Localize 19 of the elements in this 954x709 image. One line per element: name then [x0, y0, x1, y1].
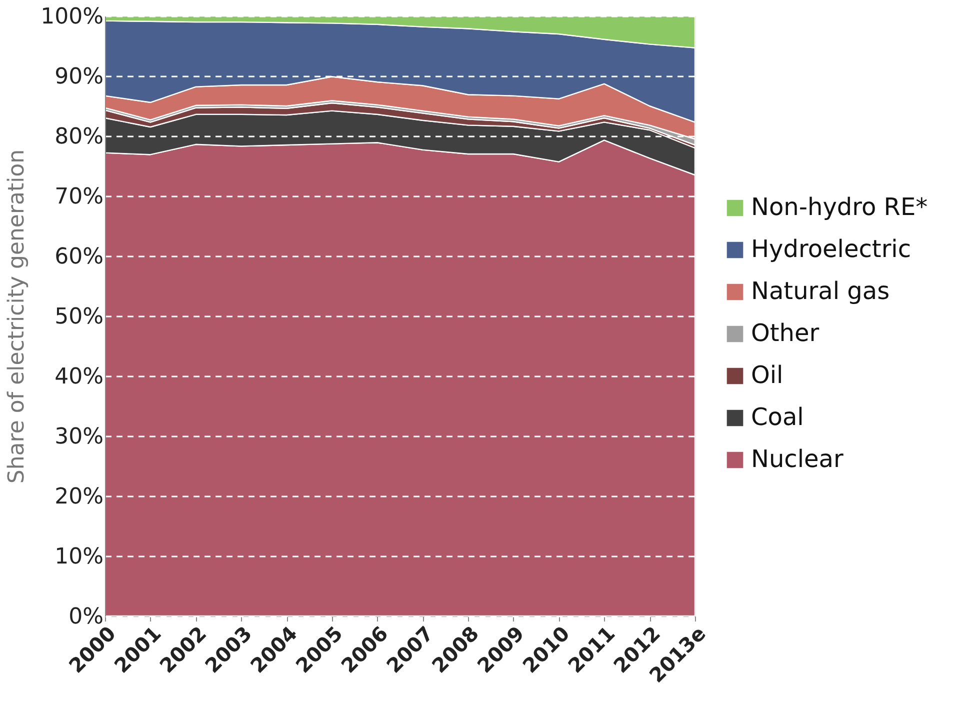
y-tick-label: 90% [54, 64, 104, 90]
y-tick-label: 30% [54, 424, 104, 450]
legend-label: Natural gas [751, 277, 890, 305]
y-tick-label: 0% [68, 604, 104, 630]
y-tick-label: 10% [54, 544, 104, 570]
y-tick-label: 70% [54, 184, 104, 210]
legend-label: Nuclear [751, 445, 844, 473]
y-tick-label: 40% [54, 364, 104, 390]
legend-label: Hydroelectric [751, 235, 912, 263]
y-tick-label: 100% [40, 4, 104, 30]
legend-label: Non-hydro RE* [751, 193, 928, 221]
y-tick-label: 50% [54, 304, 104, 330]
legend-label: Oil [751, 361, 784, 389]
legend-label: Other [751, 319, 820, 347]
y-tick-label: 80% [54, 124, 104, 150]
legend-label: Coal [751, 403, 804, 431]
y-tick-label: 20% [54, 484, 104, 510]
y-tick-label: 60% [54, 244, 104, 270]
y-axis-title: Share of electricity generation [4, 149, 30, 484]
